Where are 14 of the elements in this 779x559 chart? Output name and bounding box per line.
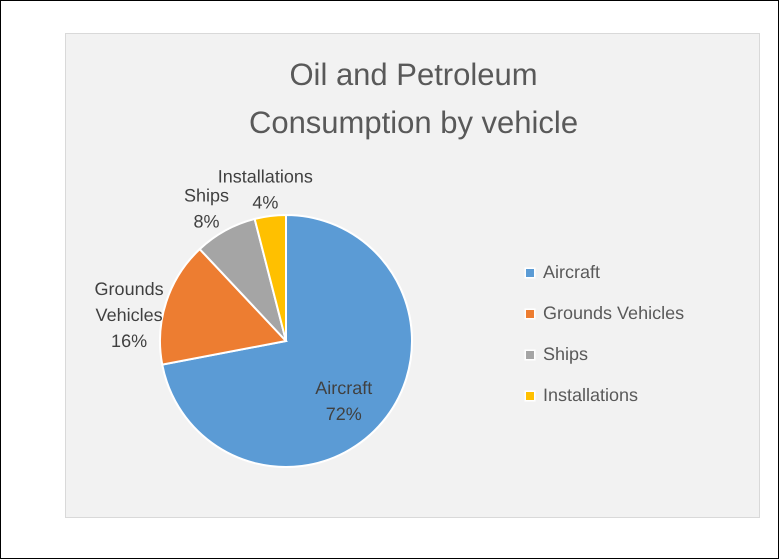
- pie-slice: [161, 214, 413, 468]
- legend-label: Installations: [543, 385, 638, 405]
- data-label: 4%: [252, 192, 278, 212]
- slice-label: Grounds Vehicles: [94, 279, 164, 326]
- legend-label: Grounds Vehicles: [543, 303, 684, 323]
- slice-label: Aircraft: [315, 378, 372, 398]
- slice-label: Ships: [184, 185, 230, 206]
- data-label: 72%: [326, 404, 362, 424]
- data-label: 8%: [194, 211, 220, 232]
- legend-label: Aircraft: [543, 262, 600, 282]
- slice-label: Installations: [218, 166, 313, 186]
- chart-title: Oil and Petroleum Consumption by vehicle: [248, 57, 578, 140]
- legend-label: Ships: [543, 344, 588, 364]
- data-label: 16%: [111, 331, 148, 352]
